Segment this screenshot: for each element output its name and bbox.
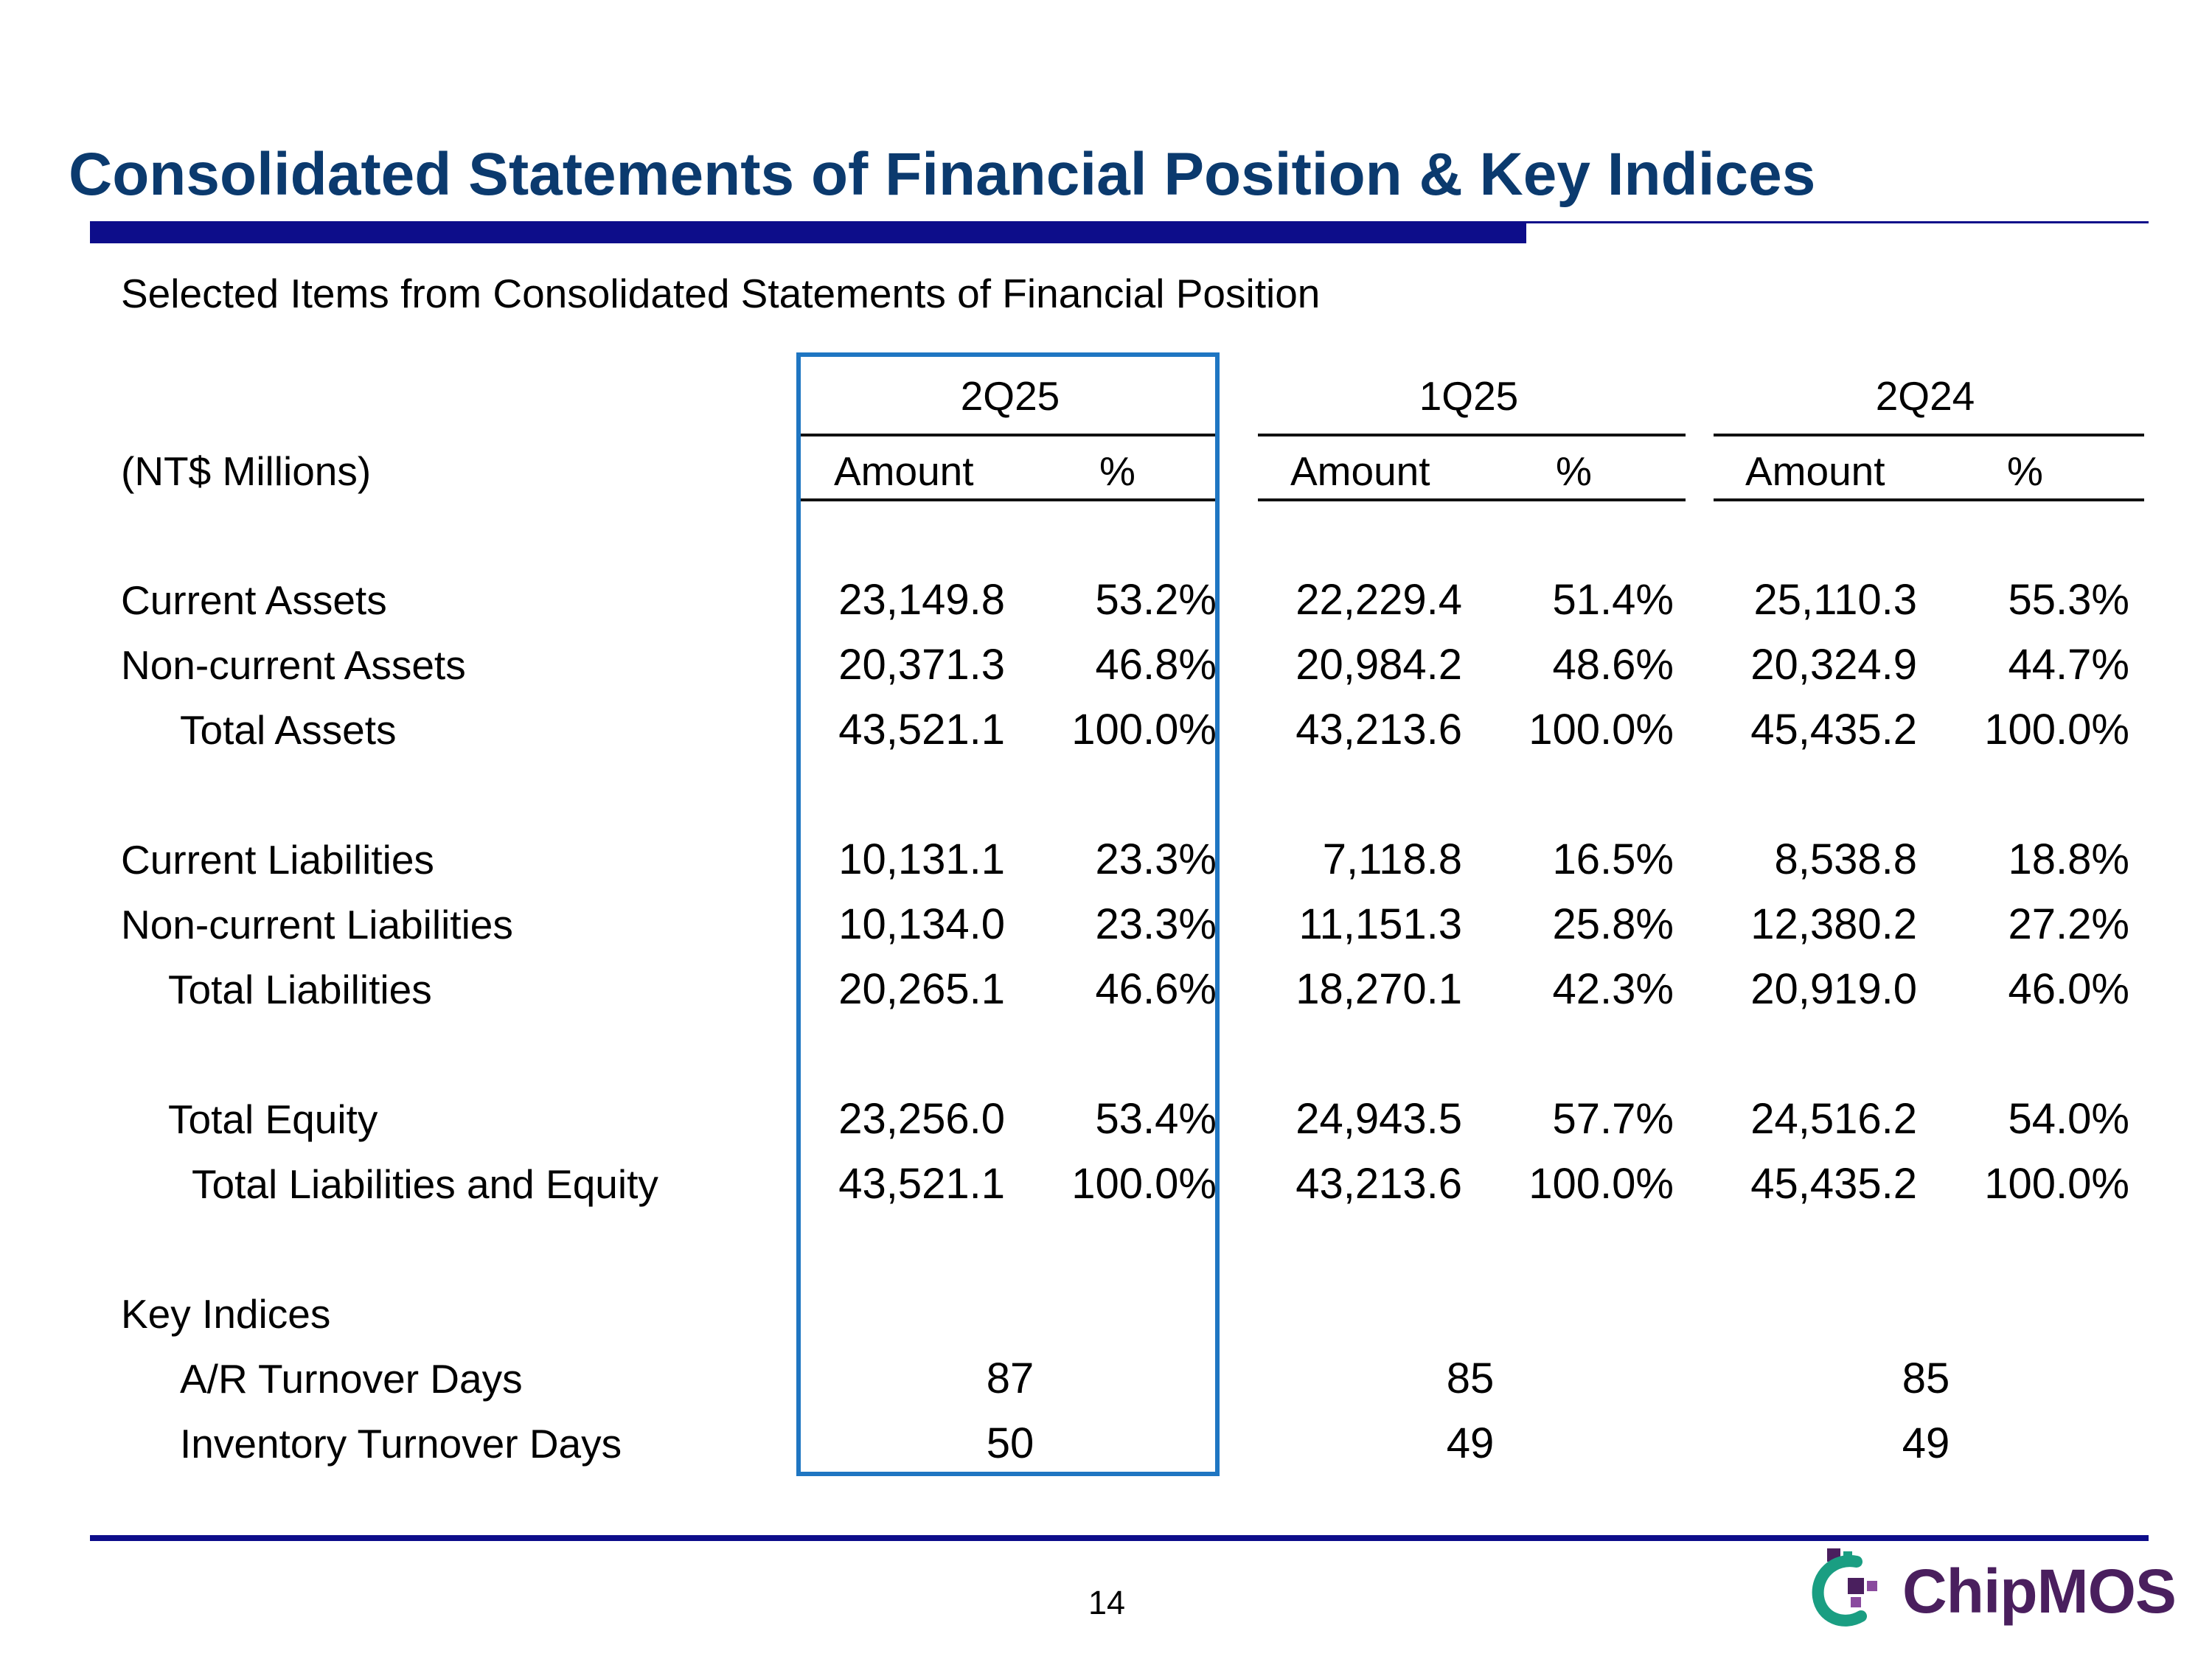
- cell-value: 20,371.3: [838, 641, 1005, 689]
- cell-value: 54.0%: [2008, 1095, 2129, 1143]
- cell-value: 20,324.9: [1750, 641, 1917, 689]
- col-header-pct: %: [1556, 448, 1592, 494]
- section-subtitle: Selected Items from Consolidated Stateme…: [121, 271, 1321, 316]
- cell-value: 45,435.2: [1750, 1160, 1917, 1208]
- period-header-2q24: 2Q24: [1875, 373, 1975, 419]
- col-header-amount: Amount: [834, 448, 974, 494]
- cell-value: 43,213.6: [1295, 1160, 1462, 1208]
- cell-value: 12,380.2: [1750, 900, 1917, 948]
- cell-value: 85: [1902, 1354, 1950, 1402]
- cell-value: 20,984.2: [1295, 641, 1462, 689]
- period-rule-2q24: [1714, 434, 2144, 437]
- cell-value: 25.8%: [1552, 900, 1674, 948]
- unit-label: (NT$ Millions): [121, 448, 372, 494]
- row-label-current-liabilities: Current Liabilities: [121, 837, 434, 883]
- cell-value: 23.3%: [1095, 835, 1217, 883]
- row-label-non-current-assets: Non-current Assets: [121, 642, 466, 688]
- row-label-total-liabilities-and-equity: Total Liabilities and Equity: [192, 1161, 658, 1207]
- chipmos-logo-icon: [1805, 1545, 1893, 1632]
- cell-value: 100.0%: [1528, 1160, 1674, 1208]
- cell-value: 100.0%: [1071, 706, 1217, 754]
- header-rule-2q24: [1714, 498, 2144, 501]
- cell-value: 10,131.1: [838, 835, 1005, 883]
- col-header-amount: Amount: [1290, 448, 1430, 494]
- cell-value: 23.3%: [1095, 900, 1217, 948]
- row-label-inventory-turnover-days: Inventory Turnover Days: [180, 1421, 622, 1467]
- cell-value: 100.0%: [1984, 1160, 2129, 1208]
- cell-value: 45,435.2: [1750, 706, 1917, 754]
- cell-value: 7,118.8: [1322, 835, 1462, 883]
- chipmos-logo-text: ChipMOS: [1902, 1557, 2177, 1626]
- period-rule-1q25: [1258, 434, 1686, 437]
- cell-value: 46.0%: [2008, 965, 2129, 1013]
- period-rule-2q25: [801, 434, 1215, 437]
- cell-value: 51.4%: [1552, 576, 1674, 624]
- row-label-current-assets: Current Assets: [121, 577, 387, 623]
- header-rule-1q25: [1258, 498, 1686, 501]
- cell-value: 18,270.1: [1295, 965, 1462, 1013]
- cell-value: 20,919.0: [1750, 965, 1917, 1013]
- cell-value: 43,521.1: [838, 1160, 1005, 1208]
- cell-value: 16.5%: [1552, 835, 1674, 883]
- cell-value: 10,134.0: [838, 900, 1005, 948]
- period-header-2q25: 2Q25: [960, 373, 1060, 419]
- cell-value: 11,151.3: [1298, 900, 1462, 948]
- row-label-ar-turnover-days: A/R Turnover Days: [180, 1356, 523, 1402]
- cell-value: 24,516.2: [1750, 1095, 1917, 1143]
- cell-value: 44.7%: [2008, 641, 2129, 689]
- row-label-total-assets: Total Assets: [180, 707, 397, 753]
- cell-value: 43,521.1: [838, 706, 1005, 754]
- period-header-1q25: 1Q25: [1419, 373, 1519, 419]
- cell-value: 46.6%: [1095, 965, 1217, 1013]
- cell-value: 49: [1446, 1419, 1495, 1467]
- cell-value: 100.0%: [1528, 706, 1674, 754]
- page-title: Consolidated Statements of Financial Pos…: [69, 141, 1816, 208]
- cell-value: 23,256.0: [838, 1095, 1005, 1143]
- row-label-non-current-liabilities: Non-current Liabilities: [121, 902, 513, 947]
- title-rule-thick: [90, 221, 1526, 243]
- cell-value: 49: [1902, 1419, 1950, 1467]
- footer-rule: [90, 1535, 2149, 1541]
- cell-value: 57.7%: [1552, 1095, 1674, 1143]
- cell-value: 100.0%: [1071, 1160, 1217, 1208]
- cell-value: 23,149.8: [838, 576, 1005, 624]
- cell-value: 55.3%: [2008, 576, 2129, 624]
- cell-value: 87: [986, 1354, 1034, 1402]
- col-header-pct: %: [1099, 448, 1135, 494]
- header-rule-2q25: [801, 498, 1215, 501]
- cell-value: 18.8%: [2008, 835, 2129, 883]
- cell-value: 85: [1446, 1354, 1495, 1402]
- cell-value: 25,110.3: [1753, 576, 1917, 624]
- row-label-total-equity: Total Equity: [168, 1096, 378, 1142]
- cell-value: 48.6%: [1552, 641, 1674, 689]
- cell-value: 42.3%: [1552, 965, 1674, 1013]
- col-header-pct: %: [2007, 448, 2043, 494]
- cell-value: 27.2%: [2008, 900, 2129, 948]
- cell-value: 8,538.8: [1774, 835, 1917, 883]
- cell-value: 22,229.4: [1295, 576, 1462, 624]
- current-period-highlight: [796, 352, 1220, 1476]
- cell-value: 20,265.1: [838, 965, 1005, 1013]
- col-header-amount: Amount: [1745, 448, 1885, 494]
- cell-value: 24,943.5: [1295, 1095, 1462, 1143]
- cell-value: 100.0%: [1984, 706, 2129, 754]
- cell-value: 46.8%: [1095, 641, 1217, 689]
- cell-value: 43,213.6: [1295, 706, 1462, 754]
- cell-value: 53.4%: [1095, 1095, 1217, 1143]
- page-number: 14: [1088, 1584, 1126, 1621]
- key-indices-heading: Key Indices: [121, 1291, 331, 1337]
- cell-value: 53.2%: [1095, 576, 1217, 624]
- cell-value: 50: [986, 1419, 1034, 1467]
- row-label-total-liabilities: Total Liabilities: [168, 967, 432, 1012]
